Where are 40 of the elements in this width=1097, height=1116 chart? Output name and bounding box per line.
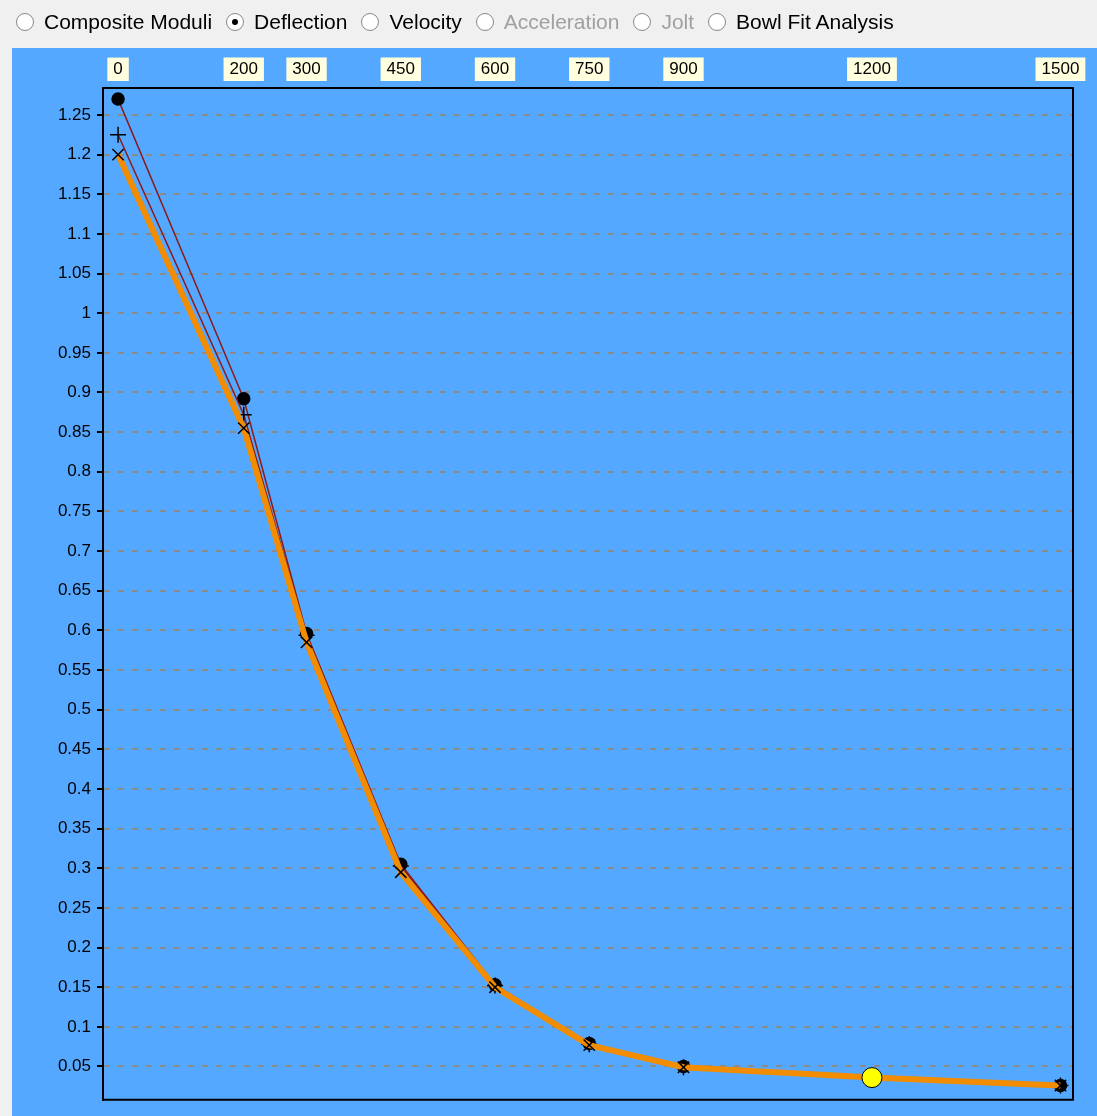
y-tick-label: 0.9 (67, 382, 91, 402)
x-tick-label: 600 (480, 59, 510, 79)
text: Bowl Fit Analysis (736, 10, 894, 34)
y-tick-label: 0.2 (67, 937, 91, 957)
x-tick-label: 1200 (853, 59, 891, 79)
text: Deflection (254, 10, 348, 34)
x-tick-label: 900 (669, 59, 698, 79)
y-tick-label: 0.6 (67, 620, 91, 640)
text: Jolt (661, 10, 695, 34)
x-tick-label: 300 (292, 59, 321, 79)
x-tick-label: 750 (575, 59, 604, 79)
y-tick-label: 0.95 (57, 342, 91, 362)
y-tick-label: 0.3 (67, 857, 91, 877)
y-tick-label: 0.25 (57, 897, 91, 917)
y-tick-label: 0.85 (57, 421, 91, 441)
y-tick-label: 0.45 (57, 739, 91, 759)
y-tick-label: 0.4 (67, 778, 91, 798)
y-tick-label: 0.7 (67, 540, 91, 560)
text: Velocity (389, 10, 462, 34)
y-tick-label: 0.1 (67, 1016, 91, 1036)
y-tick-label: 0.35 (57, 818, 91, 838)
x-tick-label: 200 (229, 59, 258, 79)
y-tick-label: 1.15 (57, 183, 91, 203)
x-tick-label: 450 (386, 59, 415, 79)
y-tick-label: 1.25 (57, 104, 91, 124)
text: Acceleration (503, 10, 620, 34)
y-tick-label: 1.2 (67, 144, 91, 164)
y-tick-label: 0.15 (57, 976, 91, 996)
x-tick-label: 0 (113, 59, 123, 79)
y-tick-label: 0.05 (57, 1056, 91, 1076)
y-tick-label: 1.05 (57, 263, 91, 283)
y-tick-label: 0.8 (67, 461, 91, 481)
y-tick-label: 0.75 (57, 501, 91, 521)
y-tick-label: 0.55 (57, 659, 91, 679)
y-tick-label: 1.1 (67, 223, 91, 243)
x-tick-label: 1500 (1041, 59, 1080, 79)
y-tick-label: 1 (81, 302, 91, 322)
text: Composite Moduli (44, 10, 213, 34)
y-tick-label: 0.65 (57, 580, 91, 600)
y-tick-label: 0.5 (67, 699, 91, 719)
